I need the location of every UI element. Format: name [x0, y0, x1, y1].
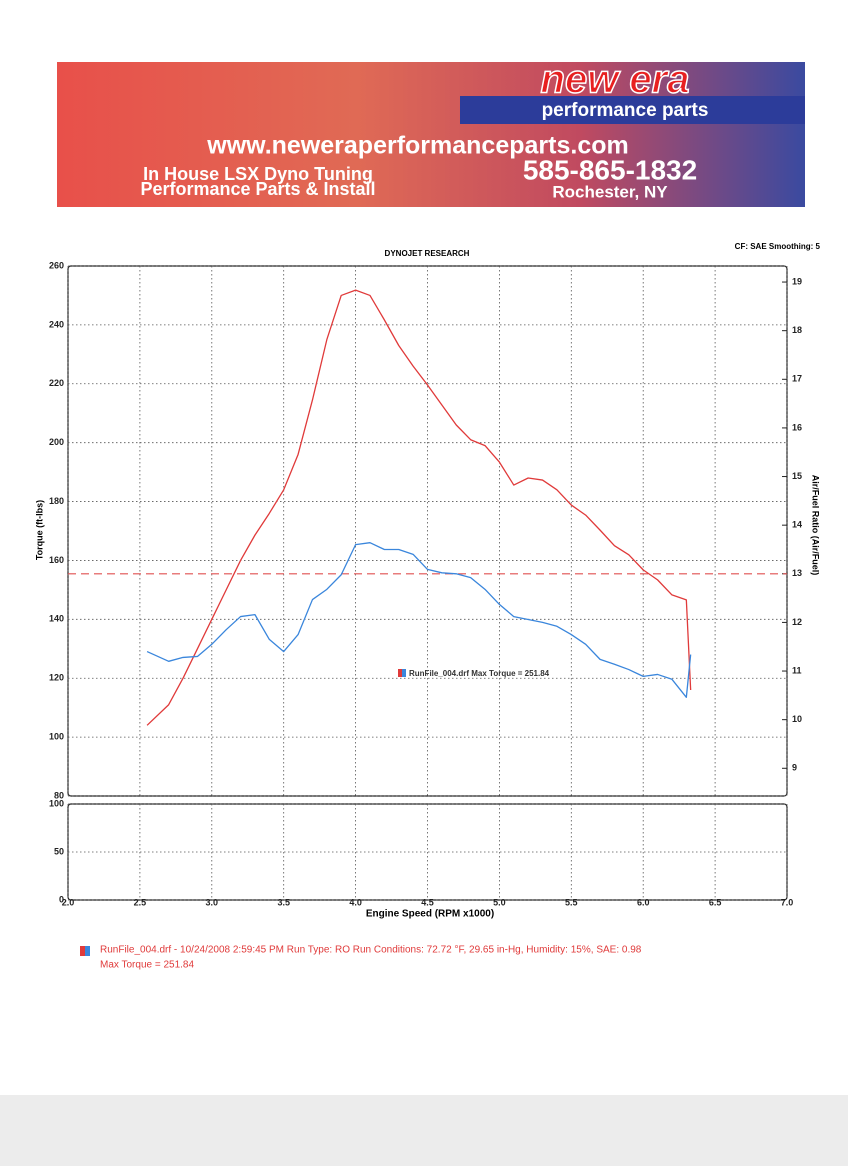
chart-title: DYNOJET RESEARCH [385, 249, 470, 258]
x-tick-label: 4.5 [421, 897, 434, 907]
y2-tick-label: 19 [792, 276, 802, 286]
y2-tick-label: 18 [792, 325, 802, 335]
y-tick-label: 100 [49, 731, 64, 741]
footer-line: RunFile_004.drf - 10/24/2008 2:59:45 PM … [100, 945, 642, 956]
x-tick-label: 7.0 [781, 897, 794, 907]
chart-subtitle: CF: SAE Smoothing: 5 [735, 242, 821, 251]
x-tick-label: 4.0 [349, 897, 362, 907]
y-tick-label: 140 [49, 614, 64, 624]
y2-tick-label: 10 [792, 714, 802, 724]
tagline: performance parts [542, 100, 709, 121]
x-tick-label: 3.0 [206, 897, 219, 907]
x-tick-label: 3.5 [277, 897, 290, 907]
legend-marker [80, 946, 85, 956]
banner: new era performance parts www.neweraperf… [57, 57, 805, 207]
annotation-marker [398, 669, 402, 677]
banner-line2: Performance Parts & Install [140, 179, 375, 199]
y-tick-label: 50 [54, 846, 64, 856]
scan-edge [0, 1095, 848, 1166]
y-tick-label: 200 [49, 437, 64, 447]
annotation: RunFile_004.drf Max Torque = 251.84 [409, 669, 550, 678]
series-line [146, 289, 692, 726]
y2-axis-label: Air/Fuel Ratio (Air/Fuel) [811, 475, 821, 576]
x-tick-label: 5.5 [565, 897, 578, 907]
y-tick-label: 260 [49, 260, 64, 270]
x-tick-label: 6.0 [637, 897, 650, 907]
phone: 585-865-1832 [523, 154, 697, 185]
y2-tick-label: 17 [792, 374, 802, 384]
y2-tick-label: 16 [792, 422, 802, 432]
brand: new era [541, 58, 690, 102]
y-tick-label: 100 [49, 798, 64, 808]
y2-tick-label: 13 [792, 568, 802, 578]
x-tick-label: 6.5 [709, 897, 722, 907]
footer-line: Max Torque = 251.84 [100, 960, 194, 971]
y-tick-label: 160 [49, 555, 64, 565]
y2-tick-label: 14 [792, 520, 802, 530]
banner-line1: In House LSX Dyno Tuning [143, 164, 373, 184]
x-tick-label: 5.0 [493, 897, 506, 907]
x-tick-label: 2.5 [134, 897, 147, 907]
y2-tick-label: 15 [792, 471, 802, 481]
y2-tick-label: 9 [792, 763, 797, 773]
website: www.neweraperformanceparts.com [206, 132, 628, 160]
y-tick-label: 240 [49, 319, 64, 329]
location: Rochester, NY [552, 182, 668, 201]
banner-strip [460, 96, 805, 124]
y-tick-label: 120 [49, 673, 64, 683]
banner-bg [57, 62, 805, 207]
x-axis-label: Engine Speed (RPM x1000) [366, 909, 494, 920]
y-tick-label: 180 [49, 496, 64, 506]
x-tick-label: 2.0 [62, 897, 75, 907]
y-axis-label: Torque (ft-lbs) [34, 500, 44, 560]
y-tick-label: 0 [59, 894, 64, 904]
y2-tick-label: 12 [792, 617, 802, 627]
y-tick-label: 80 [54, 790, 64, 800]
series-line [146, 542, 692, 698]
y2-tick-label: 11 [792, 665, 802, 675]
y-tick-label: 220 [49, 378, 64, 388]
